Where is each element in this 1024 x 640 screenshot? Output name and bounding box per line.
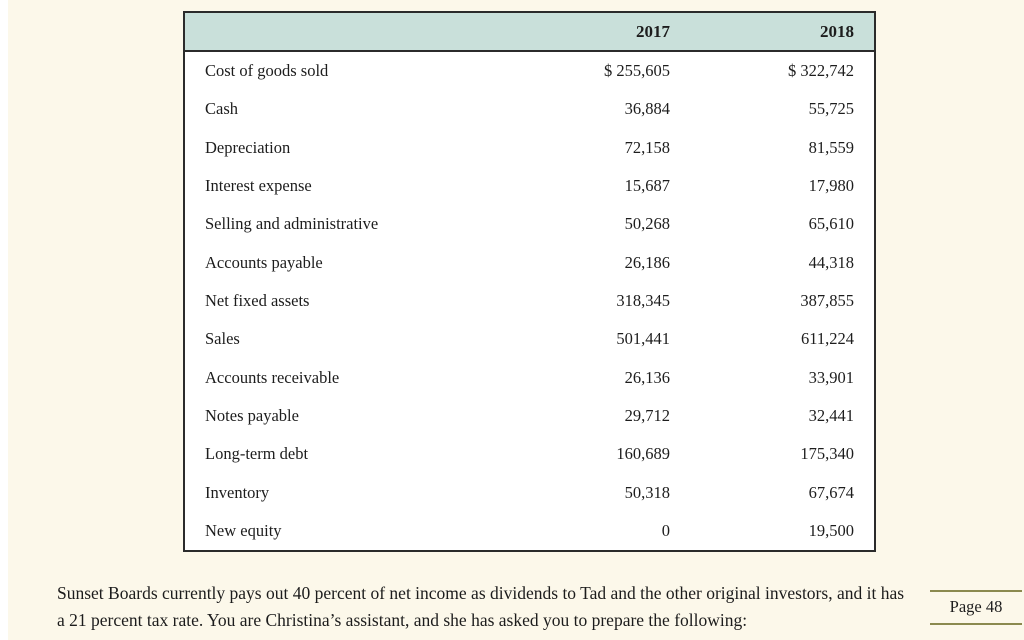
row-value-2017: 72,158: [624, 137, 670, 157]
row-label: Sales: [205, 329, 240, 349]
table-rows: Cost of goods sold $ 255,605 $ 322,742 C…: [185, 52, 874, 550]
table-row: Cost of goods sold $ 255,605 $ 322,742: [185, 52, 874, 90]
table-header-2018: 2018: [820, 21, 854, 41]
table-row: Depreciation 72,158 81,559: [185, 129, 874, 167]
row-value-2017: 36,884: [624, 99, 670, 119]
body-paragraph: Sunset Boards currently pays out 40 perc…: [57, 580, 925, 634]
row-value-2017: 0: [661, 520, 670, 540]
table-row: Long-term debt 160,689 175,340: [185, 435, 874, 473]
row-value-2017: 26,186: [624, 252, 670, 272]
table-row: Inventory 50,318 67,674: [185, 473, 874, 511]
row-label: Notes payable: [205, 405, 299, 425]
row-label: Cash: [205, 99, 238, 119]
row-value-2017: 50,318: [624, 482, 670, 502]
row-value-2018: 387,855: [800, 291, 854, 311]
table-row: New equity 0 19,500: [185, 512, 874, 550]
page-number-label: Page 48: [949, 597, 1003, 616]
row-value-2017: 501,441: [616, 329, 670, 349]
financial-table: 2017 2018 Cost of goods sold $ 255,605 $…: [183, 11, 876, 552]
row-label: Net fixed assets: [205, 291, 310, 311]
row-label: New equity: [205, 520, 282, 540]
row-value-2017: 26,136: [624, 367, 670, 387]
table-row: Interest expense 15,687 17,980: [185, 167, 874, 205]
table-header-row: 2017 2018: [185, 13, 874, 52]
row-label: Accounts receivable: [205, 367, 340, 387]
row-value-2018: 67,674: [808, 482, 854, 502]
paragraph-line: Sunset Boards currently pays out 40 perc…: [57, 583, 905, 603]
row-value-2017: 160,689: [616, 444, 670, 464]
left-margin-strip: [0, 0, 8, 640]
row-label: Selling and administrative: [205, 214, 379, 234]
row-value-2018: 44,318: [808, 252, 854, 272]
row-value-2017: 50,268: [624, 214, 670, 234]
row-label: Cost of goods sold: [205, 61, 329, 81]
row-value-2018: 33,901: [808, 367, 854, 387]
table-row: Selling and administrative 50,268 65,610: [185, 205, 874, 243]
table-row: Accounts receivable 26,136 33,901: [185, 359, 874, 397]
table-row: Sales 501,441 611,224: [185, 320, 874, 358]
table-row: Accounts payable 26,186 44,318: [185, 244, 874, 282]
row-value-2018: 175,340: [800, 444, 854, 464]
page-number-badge: Page 48: [930, 590, 1022, 625]
table-row: Net fixed assets 318,345 387,855: [185, 282, 874, 320]
row-label: Interest expense: [205, 176, 312, 196]
row-value-2017: 29,712: [624, 405, 670, 425]
row-value-2018: 55,725: [808, 99, 854, 119]
row-value-2018: 19,500: [808, 520, 854, 540]
row-value-2018: 81,559: [808, 137, 854, 157]
row-value-2018: 611,224: [800, 329, 854, 349]
row-value-2017: 15,687: [624, 176, 670, 196]
row-label: Inventory: [205, 482, 270, 502]
row-value-2018: 32,441: [808, 405, 854, 425]
table-header-2017: 2017: [636, 21, 670, 41]
row-label: Long-term debt: [205, 444, 309, 464]
row-value-2017: 318,345: [616, 291, 670, 311]
table-row: Notes payable 29,712 32,441: [185, 397, 874, 435]
row-label: Depreciation: [205, 137, 291, 157]
row-value-2017: $ 255,605: [604, 61, 670, 81]
row-value-2018: 65,610: [808, 214, 854, 234]
paragraph-line: a 21 percent tax rate. You are Christina…: [57, 610, 748, 630]
row-label: Accounts payable: [205, 252, 323, 272]
row-value-2018: $ 322,742: [788, 61, 854, 81]
row-value-2018: 17,980: [808, 176, 854, 196]
table-row: Cash 36,884 55,725: [185, 90, 874, 128]
